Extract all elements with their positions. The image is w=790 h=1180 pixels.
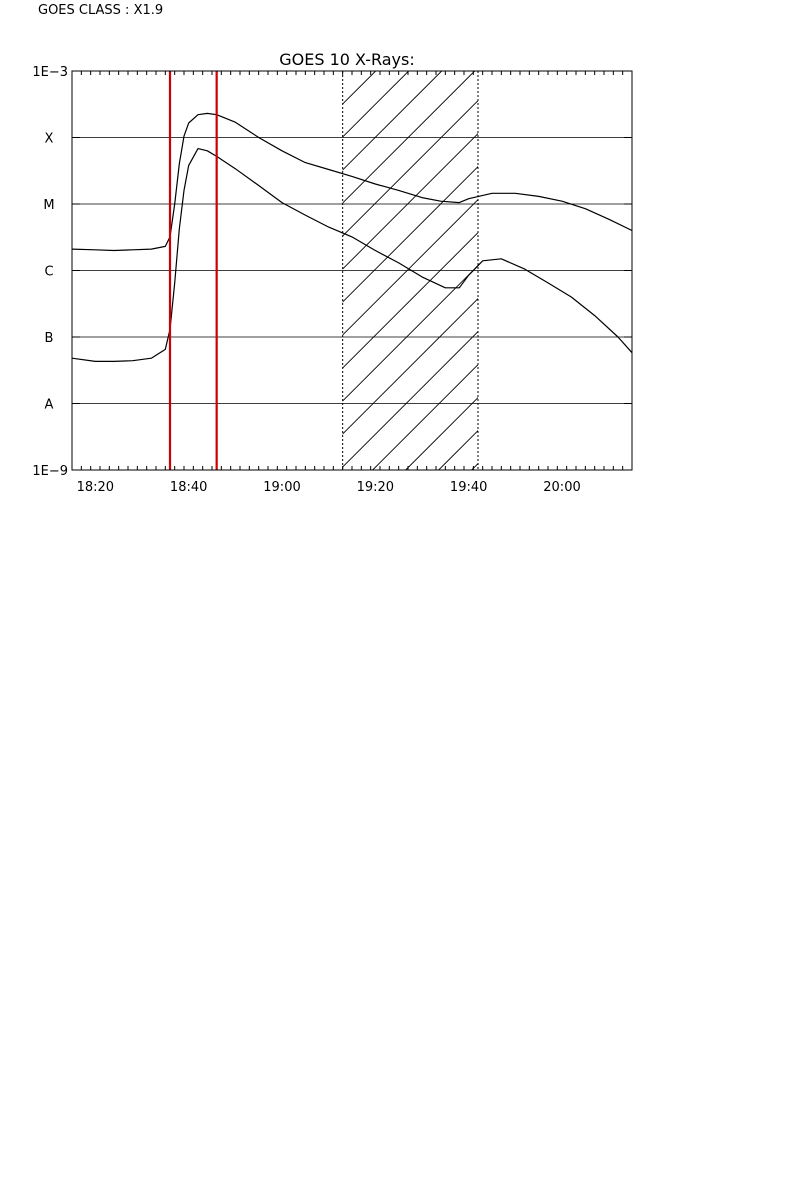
hatch-line	[372, 364, 478, 470]
hatch-line	[342, 100, 478, 237]
goes-xray-chart: GOES 10 X-Rays: 1E−9 A B C M X 1E−3 18:20 18:40…	[32, 50, 790, 495]
hatch-line	[736, 71, 790, 470]
y-axis: 1E−9 A B C M X 1E−3	[32, 65, 632, 479]
x-tick-label: 18:20	[77, 480, 114, 495]
y-tick-label: C	[44, 265, 53, 280]
y-tick-label: 1E−9	[32, 464, 68, 479]
hatch-line	[342, 331, 478, 468]
class-gridlines	[72, 137, 632, 404]
hatch-line	[342, 133, 478, 270]
hatch-line	[703, 71, 790, 470]
goes-class-label: GOES CLASS : X1.9	[38, 3, 164, 18]
x-tick-label: 18:40	[170, 480, 207, 495]
y-tick-label: B	[45, 331, 54, 346]
x-tick-label: 19:00	[263, 480, 300, 495]
hatch-line	[342, 199, 478, 336]
hatch-line	[342, 166, 478, 303]
hatch-line	[342, 71, 442, 171]
y-tick-label: A	[45, 398, 54, 413]
series-line-2	[72, 148, 632, 362]
hatch-line	[342, 298, 478, 435]
y-tick-label: 1E−3	[32, 65, 68, 80]
hatch-line	[342, 71, 475, 204]
hatch-line	[769, 71, 790, 470]
y-tick-label: X	[45, 132, 54, 147]
y-tick-label: M	[43, 198, 54, 213]
chart-title: GOES 10 X-Rays:	[279, 50, 415, 69]
hatch-line	[637, 71, 790, 470]
hatch-line	[405, 397, 478, 470]
series-line-1	[72, 112, 632, 252]
x-tick-label: 19:20	[357, 480, 394, 495]
x-tick-label: 19:40	[450, 480, 487, 495]
x-axis: 18:20 18:40 19:00 19:20 19:40 20:00	[71, 71, 633, 495]
hatch-line	[342, 232, 478, 369]
hatch-line	[670, 71, 790, 470]
series-layer	[72, 112, 632, 362]
vertical-markers	[168, 71, 218, 470]
x-tick-label: 20:00	[543, 480, 580, 495]
